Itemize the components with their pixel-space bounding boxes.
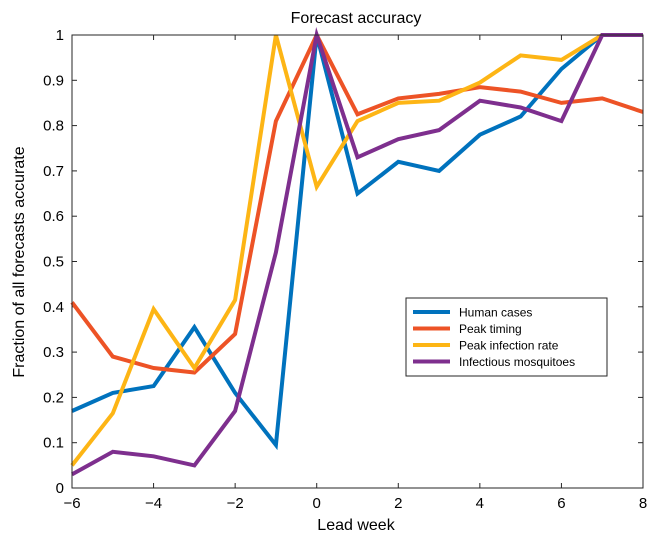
x-tick-label: −6 [63, 495, 80, 512]
chart-title: Forecast accuracy [291, 10, 422, 27]
y-tick-label: 0.4 [43, 299, 64, 316]
y-tick-label: 0.7 [43, 163, 64, 180]
legend-label: Peak infection rate [459, 339, 559, 353]
y-tick-label: 0.6 [43, 208, 64, 225]
legend-label: Human cases [459, 306, 532, 320]
y-tick-label: 0.9 [43, 72, 64, 89]
x-tick-label: 6 [557, 495, 565, 512]
y-tick-label: 0.2 [43, 389, 64, 406]
y-tick-label: 0.5 [43, 254, 64, 271]
series-line-peak-timing [70, 30, 644, 375]
y-tick-label: 0.3 [43, 344, 64, 361]
legend: Human cases Peak timing Peak infection rat… [405, 297, 608, 377]
x-tick-label: −4 [145, 495, 162, 512]
x-tick-label: 8 [639, 495, 647, 512]
series-line-infectious-mosquitoes [71, 27, 643, 477]
series-line-human-cases [71, 33, 643, 451]
y-tick-label: 1 [56, 27, 64, 44]
y-axis-label: Fraction of all forecasts accurate [11, 146, 28, 377]
plot-frame [71, 34, 644, 489]
x-tick-label: −2 [227, 495, 244, 512]
legend-label: Infectious mosquitoes [459, 355, 575, 369]
x-axis-label: Lead week [317, 517, 395, 534]
legend-label: Peak timing [459, 322, 522, 336]
series-line-peak-infection-rate [70, 33, 643, 467]
x-tick-label: 2 [394, 495, 402, 512]
lines-layer [70, 27, 644, 477]
x-tick-label: 4 [476, 495, 484, 512]
x-tick-label: 0 [313, 495, 321, 512]
y-tick-label: 0.8 [43, 118, 64, 135]
y-tick-label: 0.1 [43, 435, 64, 452]
y-tick-label: 0 [56, 480, 64, 497]
